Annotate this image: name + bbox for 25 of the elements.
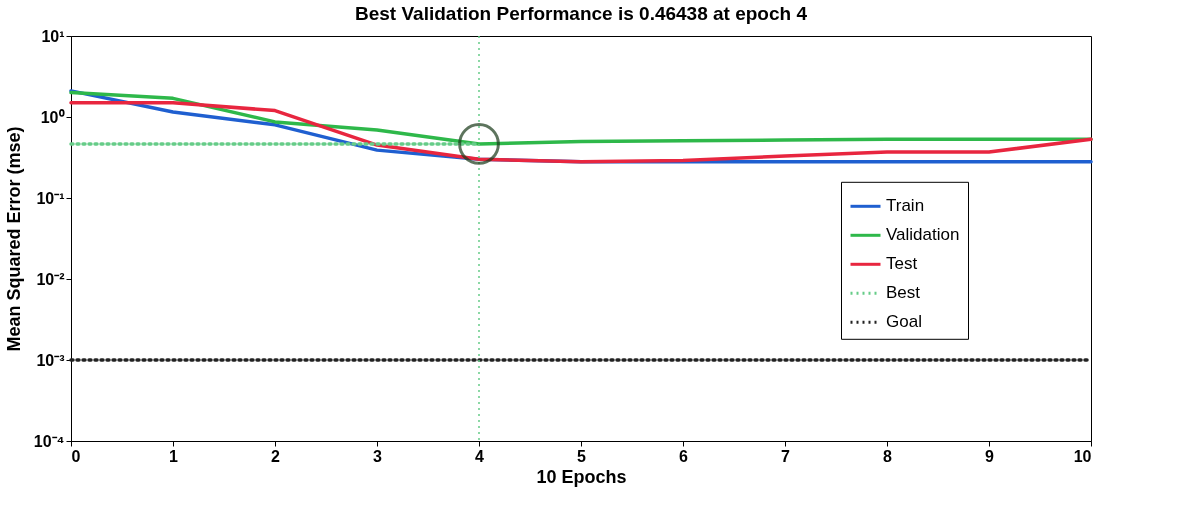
y-tick-label: 10⁻² — [36, 270, 65, 288]
y-tick-label: 10¹ — [41, 27, 65, 45]
legend-label: Validation — [886, 225, 960, 245]
y-tick-label: 10⁰ — [40, 108, 65, 126]
legend-label: Train — [886, 196, 925, 216]
legend-label: Best — [886, 283, 921, 303]
x-tick-label: 1 — [169, 447, 179, 465]
chart-title: Best Validation Performance is 0.46438 at epoch 4 — [355, 3, 808, 24]
y-tick-label: 10⁻³ — [36, 351, 65, 369]
y-tick-label: 10⁻⁴ — [33, 432, 65, 450]
x-tick-label: 3 — [373, 447, 383, 465]
x-axis-title: 10 Epochs — [536, 466, 627, 487]
y-axis-title: Mean Squared Error (mse) — [3, 126, 24, 352]
x-tick-label: 2 — [271, 447, 281, 465]
x-tick-label: 0 — [71, 447, 81, 465]
x-tick-label: 5 — [577, 447, 587, 465]
x-tick-label: 9 — [985, 447, 995, 465]
x-tick-label: 4 — [475, 447, 485, 465]
x-tick-label: 7 — [781, 447, 791, 465]
y-tick-label: 10⁻¹ — [36, 189, 65, 207]
x-tick-label: 10 — [1073, 447, 1092, 465]
legend-label: Test — [886, 254, 918, 274]
x-tick-label: 6 — [679, 447, 689, 465]
legend-label: Goal — [886, 312, 922, 332]
x-tick-label: 8 — [883, 447, 893, 465]
